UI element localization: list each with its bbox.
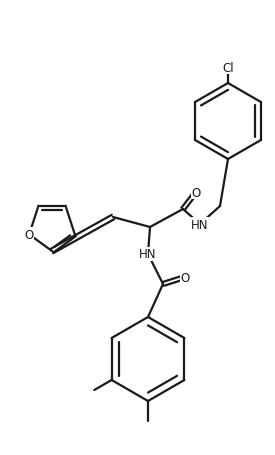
Text: HN: HN: [191, 218, 209, 231]
Text: Cl: Cl: [222, 61, 234, 74]
Text: HN: HN: [139, 248, 157, 261]
Text: O: O: [180, 271, 190, 284]
Text: O: O: [191, 186, 201, 199]
Text: O: O: [24, 228, 34, 242]
